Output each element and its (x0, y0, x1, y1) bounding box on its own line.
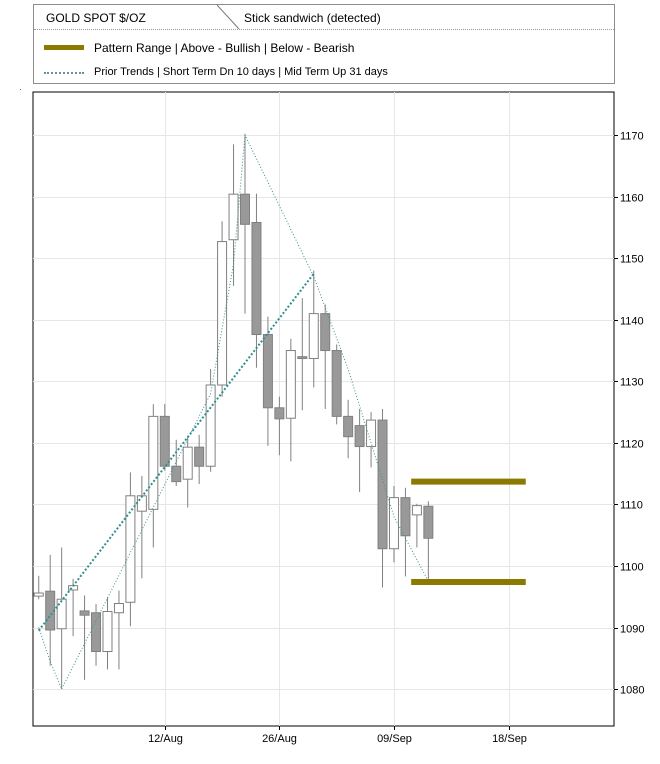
candle-bullish (217, 241, 228, 386)
candle-bullish (411, 505, 422, 516)
x-tick-label: 09/Sep (377, 733, 412, 745)
mid-term-trend-line (37, 272, 315, 632)
stray-dot (20, 89, 21, 90)
candle-bullish (205, 384, 216, 467)
candle-bearish (79, 610, 90, 616)
candle-bearish (297, 356, 308, 360)
y-tick-label: 1130 (620, 377, 644, 389)
candle-bullish (113, 603, 124, 614)
candle-bullish (285, 350, 296, 419)
candle-bullish (308, 313, 319, 360)
legend-item-label: Pattern Range | Above - Bullish | Below … (94, 41, 355, 55)
candle-bearish (91, 612, 102, 653)
candle-bullish (102, 611, 113, 653)
candle-bullish (366, 419, 377, 448)
candle-bearish (320, 313, 331, 352)
candle-bullish (388, 497, 399, 550)
candle-bullish (56, 598, 67, 630)
candle-bullish (228, 193, 239, 241)
candle-bearish (423, 505, 434, 539)
candle-bearish (194, 446, 205, 467)
candle-bullish (136, 495, 147, 512)
candle-bearish (377, 419, 388, 550)
candle-bearish (400, 497, 411, 537)
candle-bullish (125, 495, 136, 603)
y-tick-label: 1100 (620, 562, 644, 574)
x-tick-label: 26/Aug (262, 733, 297, 745)
legend-divider (34, 29, 614, 30)
pattern-name: Stick sandwich (detected) (244, 11, 381, 25)
y-tick-label: 1160 (620, 193, 644, 205)
y-tick-label: 1140 (620, 316, 644, 328)
candle-bearish (171, 465, 182, 483)
candle-bullish (148, 415, 159, 510)
candle-bearish (262, 334, 273, 409)
chart-title: GOLD SPOT $/OZ (46, 11, 146, 25)
plot-area (32, 91, 615, 727)
legend-item-label: Prior Trends | Short Term Dn 10 days | M… (94, 66, 388, 78)
candle-bearish (251, 221, 262, 336)
short-term-trend-line (38, 133, 429, 691)
y-tick-label: 1080 (620, 685, 644, 697)
y-tick-label: 1120 (620, 439, 644, 451)
pattern-range-swatch (44, 45, 84, 50)
candle-bearish (274, 407, 285, 420)
candle-bearish (331, 350, 342, 417)
candle-bullish (182, 446, 193, 480)
candle-bearish (159, 415, 170, 467)
legend-box: GOLD SPOT $/OZ Stick sandwich (detected)… (33, 4, 615, 84)
candle-bearish (354, 425, 365, 448)
candle-bearish (343, 415, 354, 438)
y-tick-label: 1090 (620, 624, 644, 636)
candle-bearish (240, 193, 251, 225)
x-tick-label: 18/Sep (492, 733, 527, 745)
x-tick-label: 12/Aug (148, 733, 183, 745)
prior-trends-swatch (44, 72, 84, 74)
y-tick-label: 1150 (620, 254, 644, 266)
candle-bullish (33, 592, 44, 597)
legend-header-separator (217, 5, 240, 29)
y-tick-label: 1110 (620, 500, 643, 512)
y-tick-label: 1170 (620, 131, 644, 143)
